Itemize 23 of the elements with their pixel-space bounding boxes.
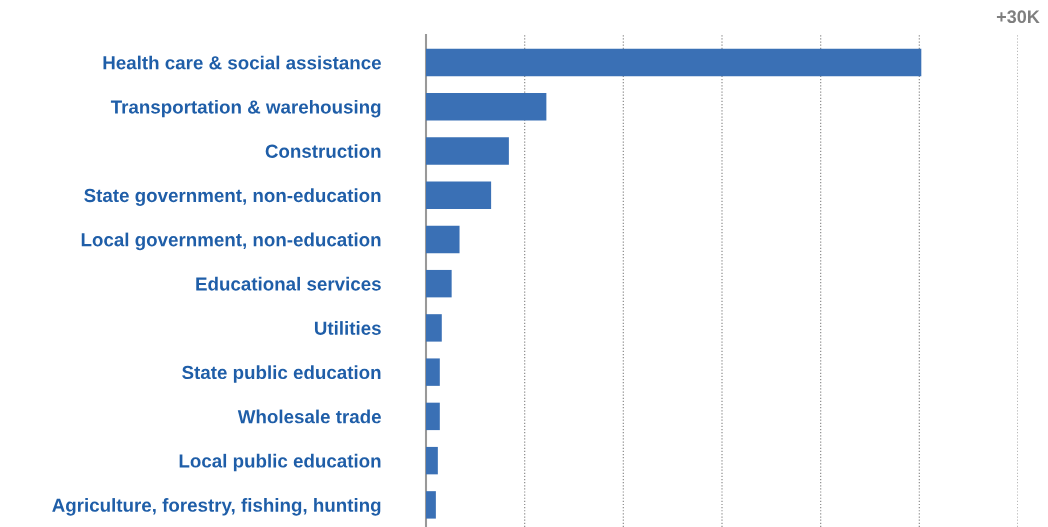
y-tick-label: Agriculture, forestry, fishing, hunting <box>52 498 381 516</box>
bar <box>426 446 438 475</box>
y-tick-label: Construction <box>265 144 381 158</box>
bar <box>426 181 492 209</box>
bar <box>426 137 509 165</box>
y-tick-label: State public education <box>182 365 381 383</box>
y-tick-label: Local government, non-education <box>81 232 381 251</box>
bar <box>426 314 442 342</box>
bar <box>426 92 547 121</box>
bar <box>426 491 436 519</box>
x-tick-label: +30K <box>996 10 1040 24</box>
y-tick-label: Wholesale trade <box>237 409 381 424</box>
y-tick-label: Transportation & warehousing <box>110 99 381 118</box>
y-tick-label: Educational services <box>196 276 381 291</box>
bar <box>426 402 440 431</box>
bar <box>426 225 460 254</box>
y-tick-label: State government, non-education <box>84 188 381 206</box>
y-tick-label: Local public education <box>179 453 381 472</box>
bar <box>426 48 922 77</box>
y-tick-label: Health care & social assistance <box>103 55 381 70</box>
y-tick-label: Utilities <box>314 321 381 335</box>
bar <box>426 358 440 386</box>
bar <box>426 269 452 298</box>
